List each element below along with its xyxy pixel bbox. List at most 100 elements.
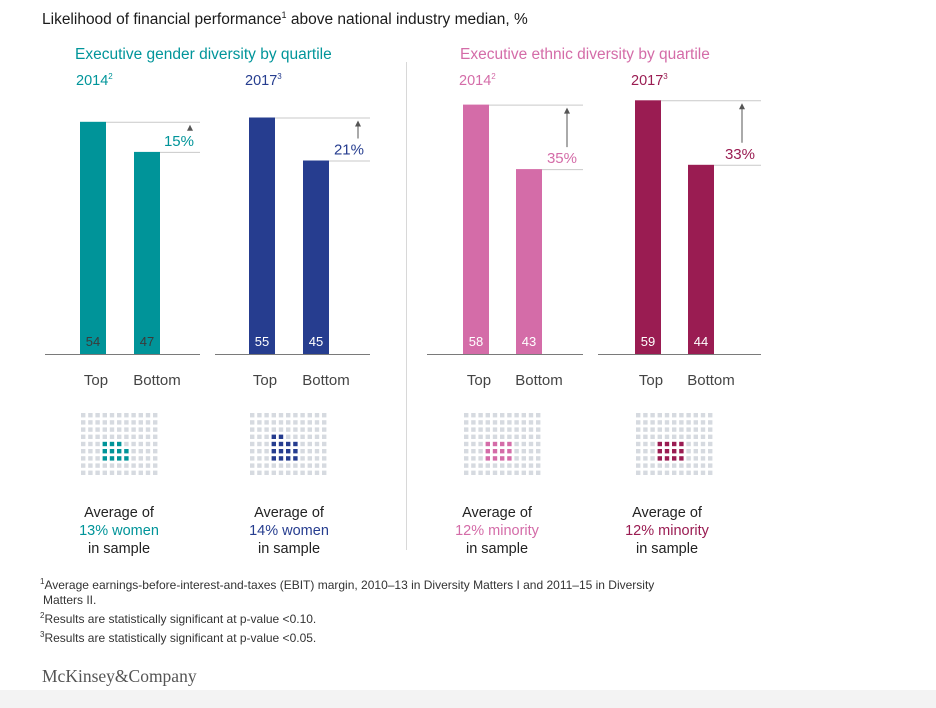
sample-dot	[528, 420, 534, 425]
footnote-marker: 2	[40, 611, 45, 620]
sample-caption: Average of 13% women in sample	[34, 504, 204, 558]
sample-dot	[300, 456, 305, 461]
sample-dot	[322, 434, 327, 439]
sample-dot	[507, 413, 512, 418]
sample-dot	[485, 434, 490, 439]
sample-dot	[264, 456, 269, 461]
sample-dot	[521, 434, 526, 439]
sample-dot-highlight	[485, 441, 490, 447]
sample-dot	[672, 427, 677, 432]
sample-dot	[81, 434, 86, 439]
sample-dot	[131, 449, 136, 454]
sample-dot	[636, 449, 641, 454]
sample-dot	[700, 441, 706, 447]
caption-line: in sample	[87, 541, 151, 557]
sample-dot	[138, 420, 143, 425]
sample-dot	[471, 470, 476, 475]
sample-dot-highlight	[271, 449, 276, 454]
uplift-label: 33%	[725, 146, 755, 163]
sample-dot	[153, 456, 158, 461]
caption-highlight: 14% women	[249, 523, 329, 539]
sample-dot-highlight	[679, 456, 684, 461]
sample-dot	[124, 413, 129, 418]
sample-dot	[650, 449, 655, 454]
sample-dot	[521, 449, 526, 454]
sample-dot	[708, 463, 713, 468]
sample-dot	[664, 427, 670, 432]
bar-bottom	[134, 151, 160, 354]
sample-dot	[693, 420, 698, 425]
sample-dot	[145, 441, 151, 447]
bar-top	[463, 104, 489, 354]
sample-dot	[693, 456, 698, 461]
sample-dot	[636, 420, 641, 425]
caption-highlight: 12% minority	[625, 523, 709, 539]
bar-top	[635, 100, 661, 354]
sample-dot	[300, 420, 305, 425]
sample-dot-highlight	[117, 456, 122, 461]
sample-dot-highlight	[293, 456, 298, 461]
sample-dot	[322, 413, 327, 418]
sample-dot	[485, 463, 490, 468]
sample-dot	[686, 420, 691, 425]
sample-dot	[250, 456, 255, 461]
footnote-marker: 1	[40, 577, 45, 586]
year-label: 20142	[459, 72, 496, 89]
sample-dot	[95, 434, 100, 439]
value-label-bottom: 44	[694, 334, 708, 349]
sample-dot	[514, 449, 519, 454]
sample-dot	[257, 441, 262, 447]
sample-dot	[153, 434, 158, 439]
sample-dot	[286, 420, 291, 425]
sample-dot	[536, 427, 541, 432]
sample-dot-highlight	[507, 441, 512, 447]
sample-dot	[124, 441, 129, 447]
sample-dot	[286, 427, 291, 432]
sample-dot	[88, 449, 93, 454]
sample-dot	[636, 434, 641, 439]
title-main: Likelihood of financial performance	[42, 11, 282, 29]
section-divider	[406, 62, 407, 550]
sample-dot	[286, 434, 291, 439]
sample-dot	[643, 463, 648, 468]
sample-dot	[138, 470, 143, 475]
sample-dot	[95, 427, 100, 432]
sample-dot	[521, 456, 526, 461]
sample-dot	[314, 441, 320, 447]
sample-dot	[138, 413, 143, 418]
sample-dot-highlight	[102, 449, 107, 454]
sample-dot	[657, 427, 662, 432]
sample-dot-highlight	[500, 441, 505, 447]
sample-dot	[314, 413, 320, 418]
sample-dot	[686, 463, 691, 468]
sample-dot	[138, 441, 143, 447]
sample-dot-highlight	[286, 456, 291, 461]
sample-dot-highlight	[500, 456, 505, 461]
sample-dot-highlight	[492, 441, 498, 447]
sample-dot	[485, 413, 490, 418]
sample-dot-highlight	[664, 456, 670, 461]
sample-dot	[700, 456, 706, 461]
sample-dot	[250, 449, 255, 454]
sample-dot	[109, 420, 115, 425]
caption-line: in sample	[635, 541, 699, 557]
sample-dot	[264, 413, 269, 418]
sample-dot	[124, 420, 129, 425]
sample-dot	[271, 463, 276, 468]
sample-dot-highlight	[657, 441, 662, 447]
sample-dot	[322, 463, 327, 468]
sample-dot-highlight	[679, 441, 684, 447]
sample-dot	[117, 470, 122, 475]
sample-dot	[300, 427, 305, 432]
footnote-1-cont: Matters II.	[40, 593, 654, 608]
sample-dot	[322, 441, 327, 447]
sample-dot	[314, 449, 320, 454]
sample-dot	[95, 413, 100, 418]
sample-dot-highlight	[286, 441, 291, 447]
footnote-text: Average earnings-before-interest-and-tax…	[44, 578, 655, 592]
sample-dot	[643, 470, 648, 475]
sample-dot	[153, 449, 158, 454]
sample-dot-highlight	[492, 456, 498, 461]
sample-dot	[464, 456, 469, 461]
sample-dot	[708, 470, 713, 475]
